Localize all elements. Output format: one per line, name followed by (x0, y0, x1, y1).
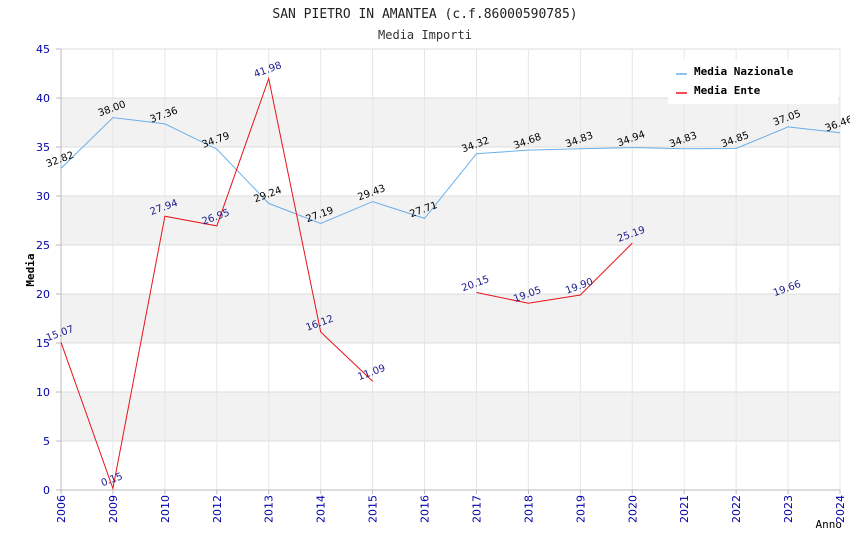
series-line-media-ente (476, 242, 633, 304)
y-tick-label: 40 (36, 92, 50, 105)
x-tick-label: 2006 (55, 495, 68, 523)
grid-band (61, 294, 840, 343)
x-tick-label: 2009 (107, 495, 120, 523)
x-tick-label: 2023 (782, 495, 795, 523)
y-tick-label: 20 (36, 288, 50, 301)
grid-bands (61, 98, 840, 441)
y-axis-ticks: 0 5 10 15 20 25 30 35 40 45 (36, 43, 61, 497)
x-tick-label: 2015 (367, 495, 380, 523)
x-tick-label: 2024 (834, 495, 847, 523)
legend: Media Nazionale Media Ente (668, 60, 838, 104)
y-axis-title: Media (24, 253, 37, 286)
x-tick-label: 2012 (211, 495, 224, 523)
grid-band (61, 392, 840, 441)
x-tick-label: 2019 (574, 495, 587, 523)
series-line-media-ente (60, 76, 373, 491)
series-line-media-nazionale (60, 117, 841, 225)
x-tick-label: 2016 (419, 495, 432, 523)
x-tick-label: 2013 (263, 495, 276, 523)
x-tick-label: 2020 (626, 495, 639, 523)
x-axis-title: Anno (816, 518, 843, 531)
x-tick-label: 2022 (730, 495, 743, 523)
x-tick-label: 2014 (315, 495, 328, 523)
data-label: 20.15 (460, 274, 491, 294)
chart-subtitle: Media Importi (378, 28, 472, 42)
data-label: 41.98 (253, 60, 284, 80)
x-axis-ticks: 2006 2009 2010 2012 2013 2014 2015 2016 2017 2018… (55, 490, 847, 523)
y-tick-label: 0 (43, 484, 50, 497)
y-tick-label: 10 (36, 386, 50, 399)
chart-title: SAN PIETRO IN AMANTEA (c.f.86000590785) (272, 7, 577, 22)
series-lines (60, 76, 841, 491)
x-tick-label: 2021 (678, 495, 691, 523)
y-tick-label: 15 (36, 337, 50, 350)
y-tick-label: 30 (36, 190, 50, 203)
legend-label: Media Ente (694, 84, 761, 97)
legend-box (668, 60, 838, 104)
y-tick-label: 35 (36, 141, 50, 154)
x-tick-label: 2010 (159, 495, 172, 523)
x-tick-label: 2017 (470, 495, 483, 523)
y-tick-label: 25 (36, 239, 50, 252)
axes (60, 49, 840, 491)
y-tick-label: 5 (43, 435, 50, 448)
x-tick-label: 2018 (522, 495, 535, 523)
y-tick-label: 45 (36, 43, 50, 56)
grid-band (61, 196, 840, 245)
grid-band (61, 98, 840, 147)
legend-label: Media Nazionale (694, 65, 794, 78)
